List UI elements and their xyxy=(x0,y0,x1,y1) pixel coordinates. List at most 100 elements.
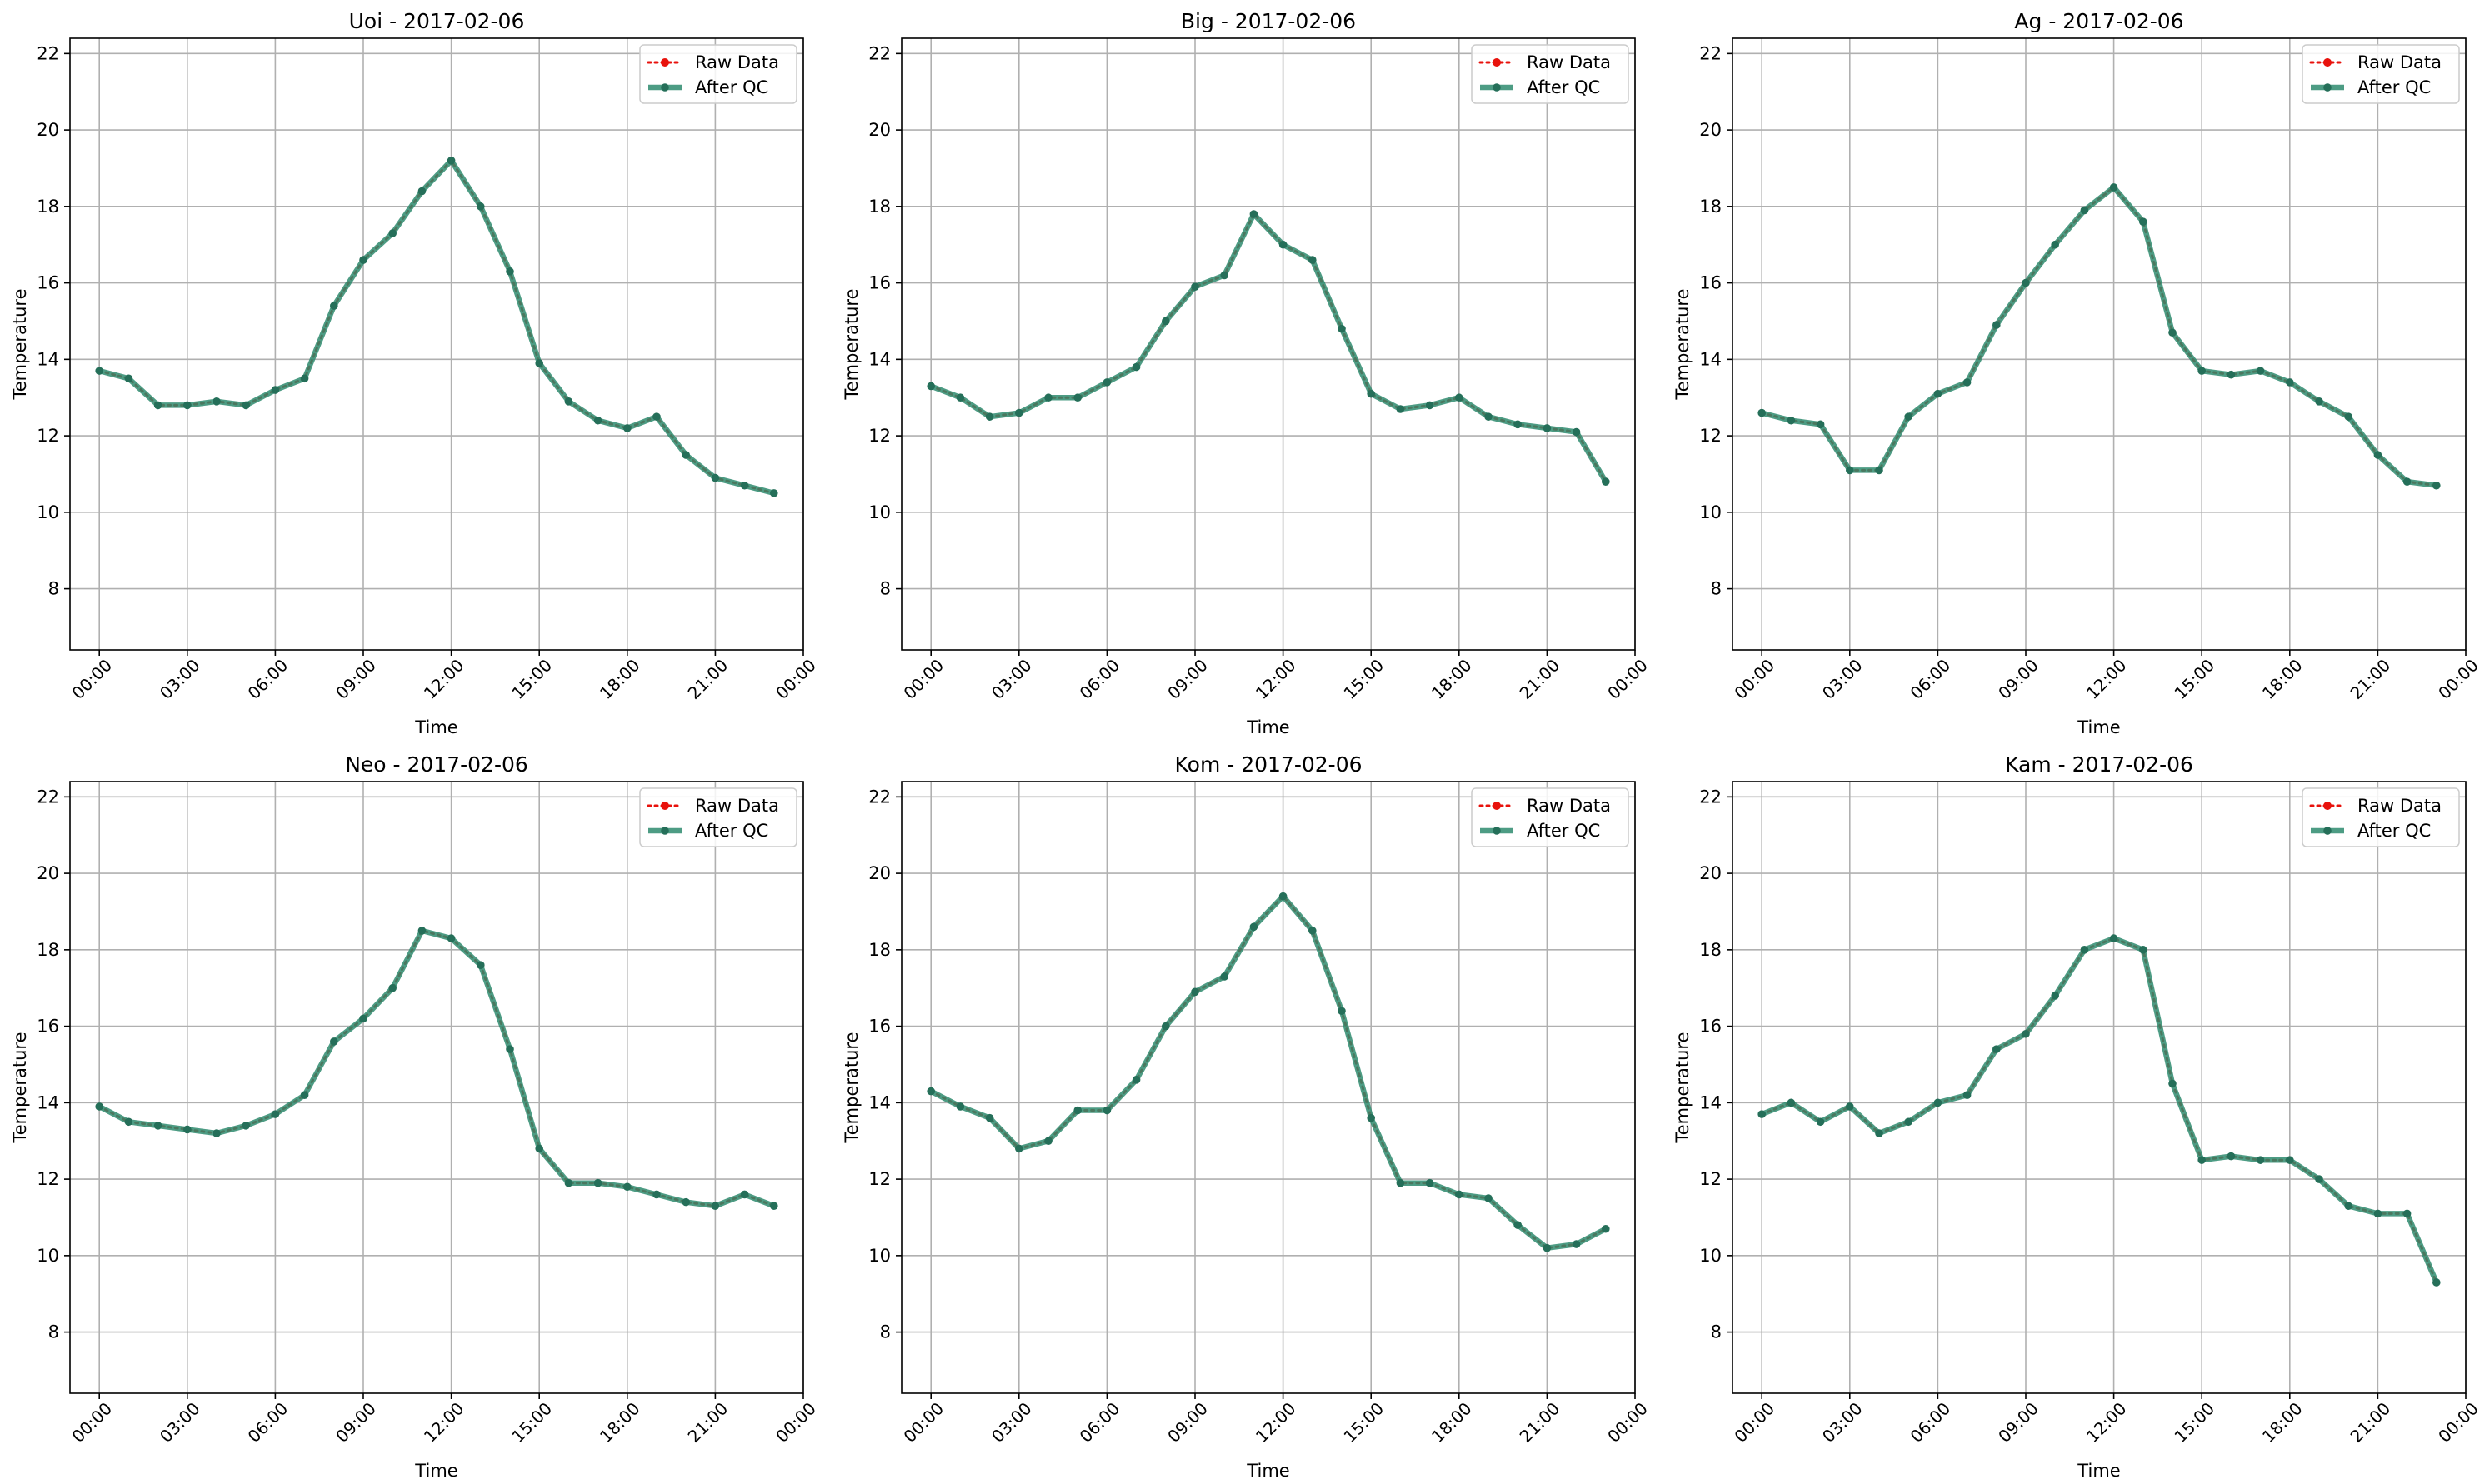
axes-frame xyxy=(69,781,804,1394)
y-tick-label: 14 xyxy=(37,1092,59,1112)
data-point xyxy=(2139,946,2148,954)
y-tick-label: 12 xyxy=(868,426,891,446)
data-point xyxy=(1132,362,1141,372)
y-tick-label: 22 xyxy=(37,43,59,63)
axes-frame xyxy=(901,781,1636,1394)
data-point xyxy=(1572,427,1581,437)
data-point xyxy=(770,1202,778,1211)
chart-panel: 00:00 03:00 06:00 09:00 12:00 15:00 18:00 21:00… xyxy=(10,752,820,1481)
data-point xyxy=(2227,370,2236,379)
x-tick-label: 15:00 xyxy=(508,655,556,703)
data-point xyxy=(1249,210,1258,218)
data-point xyxy=(1132,1076,1141,1084)
legend-raw-label: Raw Data xyxy=(1527,52,1611,72)
data-point xyxy=(1513,1221,1522,1229)
y-tick-label: 22 xyxy=(868,43,891,63)
legend: Raw Data After QC xyxy=(2302,44,2460,104)
x-tick-label: 03:00 xyxy=(1818,655,1867,703)
data-point xyxy=(477,961,485,969)
data-point xyxy=(2373,451,2382,459)
y-tick-label: 20 xyxy=(868,863,891,883)
chart-panel: 00:00 03:00 06:00 09:00 12:00 15:00 18:00 21:00… xyxy=(10,9,820,737)
x-tick-label: 06:00 xyxy=(1076,655,1124,703)
data-point xyxy=(1220,271,1228,280)
data-point xyxy=(1191,282,1199,291)
data-point xyxy=(1758,408,1766,417)
y-tick-label: 20 xyxy=(37,120,59,140)
data-point xyxy=(2022,278,2030,287)
legend-qc-marker xyxy=(661,827,669,835)
x-tick-label: 15:00 xyxy=(2170,655,2218,703)
data-point xyxy=(300,1091,309,1099)
data-point xyxy=(1484,412,1492,421)
data-point xyxy=(1396,1178,1405,1187)
data-point xyxy=(2402,477,2412,486)
y-tick-label: 14 xyxy=(1699,1092,1722,1112)
data-point xyxy=(1044,1137,1052,1146)
x-tick-label: 12:00 xyxy=(420,1398,468,1447)
data-point xyxy=(2315,397,2323,406)
data-point xyxy=(1787,1098,1796,1107)
data-point xyxy=(124,1117,133,1127)
x-tick-label: 00:00 xyxy=(1603,655,1652,703)
data-point xyxy=(359,1014,368,1023)
y-tick-label: 16 xyxy=(1699,1017,1722,1037)
x-tick-label: 09:00 xyxy=(1163,655,1212,703)
x-tick-label: 00:00 xyxy=(1730,655,1778,703)
x-tick-label: 06:00 xyxy=(1907,1398,1955,1447)
y-tick-label: 10 xyxy=(1699,502,1722,522)
y-tick-label: 20 xyxy=(1699,120,1722,140)
data-point xyxy=(2432,481,2441,490)
y-axis-label: Temperature xyxy=(10,288,30,400)
data-point xyxy=(1102,1106,1112,1115)
y-tick-label: 8 xyxy=(48,1322,59,1342)
x-tick-label: 18:00 xyxy=(2258,655,2307,703)
x-tick-label: 15:00 xyxy=(508,1398,556,1447)
data-point xyxy=(1484,1194,1492,1202)
data-point xyxy=(1162,1022,1170,1031)
data-point xyxy=(564,1178,573,1187)
y-tick-label: 10 xyxy=(868,502,891,522)
data-point xyxy=(1455,393,1463,402)
data-point xyxy=(1308,256,1317,264)
data-point xyxy=(682,451,690,459)
legend-raw-marker xyxy=(661,802,669,810)
raw-data-line xyxy=(929,212,1608,483)
y-axis-label: Temperature xyxy=(842,288,862,400)
y-tick-label: 12 xyxy=(868,1169,891,1189)
data-point xyxy=(418,187,427,196)
legend-raw-label: Raw Data xyxy=(1527,796,1611,816)
y-tick-label: 12 xyxy=(1699,1169,1722,1189)
data-point xyxy=(1162,317,1170,326)
data-point xyxy=(1904,1117,1912,1127)
x-tick-label: 00:00 xyxy=(1603,1398,1652,1447)
chart-title: Ag - 2017-02-06 xyxy=(2014,9,2183,33)
data-point xyxy=(95,367,103,375)
y-tick-label: 8 xyxy=(880,579,891,599)
data-point xyxy=(1542,1243,1552,1252)
data-point xyxy=(1278,892,1288,901)
data-point xyxy=(506,1045,514,1053)
x-tick-label: 21:00 xyxy=(2347,655,2395,703)
data-point xyxy=(1933,1098,1942,1107)
data-point xyxy=(2256,367,2265,375)
data-point xyxy=(985,1113,994,1122)
y-tick-label: 22 xyxy=(1699,43,1722,63)
data-point xyxy=(1875,1129,1883,1137)
data-point xyxy=(1073,393,1082,402)
data-point xyxy=(652,1190,661,1199)
data-point xyxy=(1572,1240,1581,1248)
data-point xyxy=(1425,401,1434,410)
data-point xyxy=(242,401,251,410)
legend-raw-label: Raw Data xyxy=(2358,52,2442,72)
legend-qc-label: After QC xyxy=(2358,77,2431,97)
data-point xyxy=(153,401,162,410)
x-tick-label: 21:00 xyxy=(2347,1398,2395,1447)
data-point xyxy=(183,401,192,410)
data-point xyxy=(1602,1224,1610,1233)
data-point xyxy=(770,489,778,497)
data-point xyxy=(1992,1045,2001,1053)
legend-raw-marker xyxy=(1492,802,1501,810)
data-point xyxy=(535,359,543,367)
data-point xyxy=(271,1110,280,1118)
